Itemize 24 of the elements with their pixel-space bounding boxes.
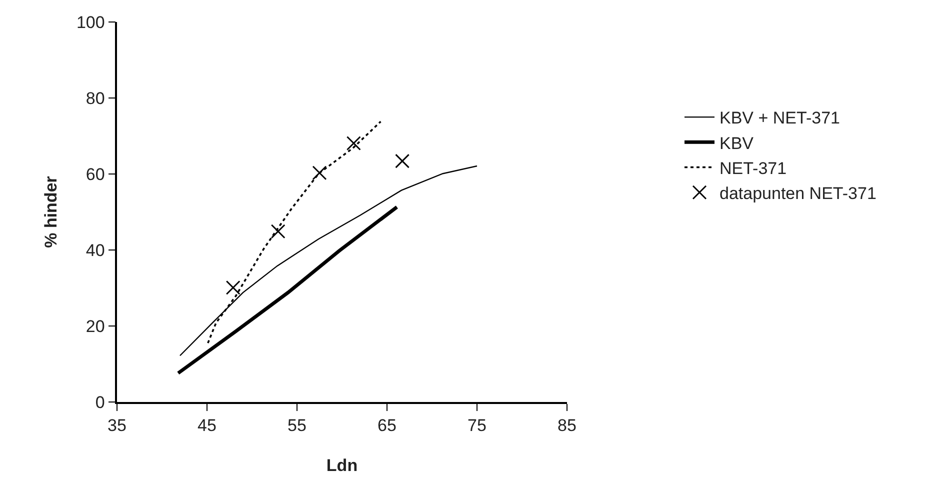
point — [226, 280, 240, 295]
legend-label: KBV — [720, 134, 754, 153]
line-series — [176, 205, 399, 375]
y-tick-label: 80 — [86, 88, 105, 108]
y-axis-title: % hinder — [42, 176, 61, 248]
x-tick-label: 75 — [468, 416, 486, 436]
point — [312, 166, 327, 180]
y-tick-label: 20 — [86, 316, 105, 336]
legend-label: KBV + NET-371 — [720, 108, 840, 128]
y-tick-label: 60 — [86, 164, 105, 184]
point — [395, 154, 410, 168]
x-tick-label: 35 — [108, 416, 126, 436]
legend-label: datapunten NET-371 — [720, 184, 876, 203]
x-tick-label: 85 — [558, 416, 576, 436]
point — [270, 224, 286, 239]
y-tick-label: 40 — [86, 240, 105, 260]
point — [346, 136, 361, 150]
y-tick-label: 100 — [76, 12, 105, 32]
y-tick-label: 0 — [95, 392, 105, 412]
x-tick-label: 55 — [288, 416, 306, 436]
x-axis-title: Ldn — [326, 456, 358, 476]
x-tick-label: 65 — [378, 416, 396, 436]
legend-label: NET-371 — [720, 158, 787, 178]
x-tick-label: 45 — [198, 416, 216, 436]
